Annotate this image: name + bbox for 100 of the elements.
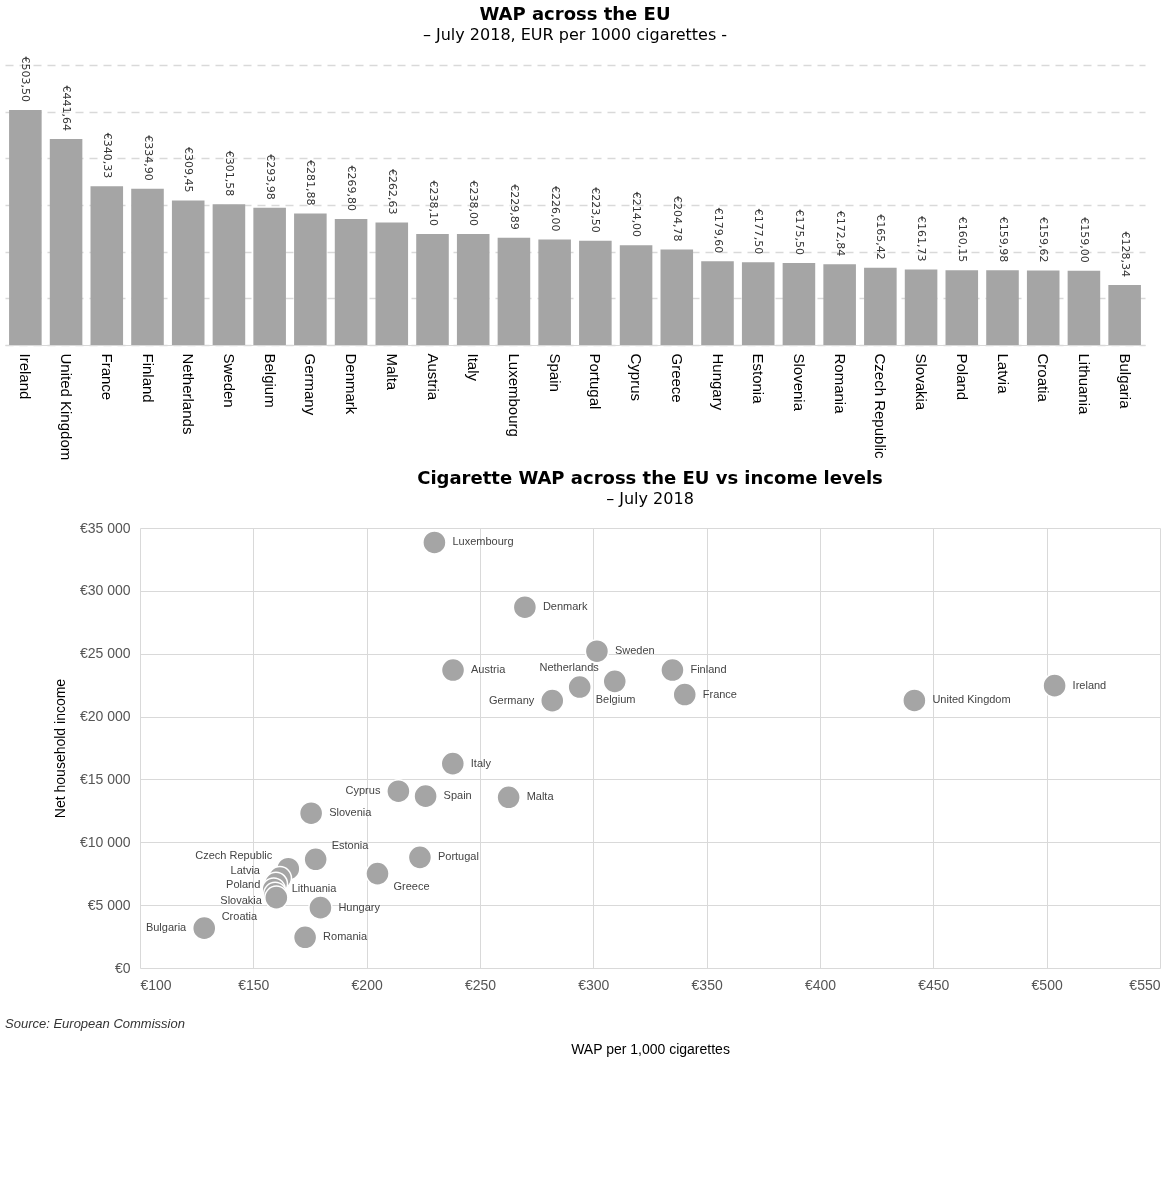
data-label: €165,42: [874, 214, 888, 260]
y-tick-label: €30 000: [79, 582, 131, 599]
annotation: United Kingdom: [932, 693, 1011, 706]
x-tick-label: United Kingdom: [58, 353, 76, 461]
point: [365, 861, 390, 886]
x-tick-label: Romania: [831, 353, 849, 415]
x-tick-label: Belgium: [261, 353, 279, 408]
point: [303, 846, 328, 872]
x-tick-label: Latvia: [994, 353, 1012, 395]
point: [292, 925, 318, 950]
y-tick-label: €20 000: [79, 708, 131, 725]
point: [902, 688, 927, 713]
data-label: €159,62: [1037, 217, 1051, 263]
annotation: Luxembourg: [452, 535, 514, 548]
data-label: €309,45: [182, 147, 196, 193]
x-tick-label: €550: [1129, 976, 1161, 993]
x-tick-label: Lithuania: [1075, 353, 1093, 416]
bar: [904, 269, 938, 345]
annotation: Slovenia: [329, 806, 373, 819]
annotation: Portugal: [437, 850, 479, 863]
annotation: Croatia: [221, 909, 259, 922]
point: [191, 915, 217, 941]
annotation: Cyprus: [345, 784, 381, 797]
bar: [1108, 285, 1141, 345]
data-label: €159,98: [996, 216, 1010, 263]
bar: [986, 270, 1019, 345]
chart-subtitle: – July 2018: [606, 489, 694, 508]
annotation: Bulgaria: [145, 921, 188, 934]
annotation: Hungary: [338, 900, 381, 913]
data-label: €441,64: [60, 85, 74, 131]
data-label: €172,84: [833, 210, 847, 257]
data-label: €175,50: [792, 209, 806, 256]
annotation: Lithuania: [291, 882, 338, 895]
annotation: Denmark: [542, 600, 588, 613]
point: [308, 895, 333, 920]
bar: [497, 237, 531, 345]
point: [584, 638, 610, 664]
data-label: €503,50: [19, 56, 33, 103]
x-tick-label: Malta: [383, 353, 401, 391]
data-label: €226,00: [548, 186, 562, 232]
data-label: €262,63: [385, 168, 399, 215]
data-label: €238,00: [467, 180, 481, 226]
x-tick-label: Czech Republic: [872, 353, 890, 460]
x-tick-label: €150: [238, 976, 270, 993]
source-note: Source: European Commission: [5, 1016, 185, 1031]
data-label: €223,50: [589, 187, 603, 233]
data-label: €159,00: [1077, 217, 1091, 263]
data-label: €160,15: [955, 216, 969, 263]
annotation: Slovakia: [220, 894, 263, 907]
point: [440, 657, 466, 683]
point: [413, 783, 438, 809]
x-tick-label: €350: [691, 976, 723, 993]
bar: [660, 249, 694, 345]
x-tick-label: €500: [1031, 976, 1063, 993]
annotation: Spain: [443, 789, 472, 802]
annotation: Netherlands: [539, 661, 600, 674]
data-label: €293,98: [263, 154, 277, 200]
bar: [1026, 270, 1060, 345]
data-label: €179,60: [711, 207, 725, 254]
annotation: Czech Republic: [195, 848, 273, 861]
data-label: €269,80: [345, 165, 359, 212]
x-tick-label: Portugal: [587, 353, 605, 410]
point: [422, 530, 447, 555]
x-tick-label: €250: [464, 976, 497, 993]
x-axis-title: WAP per 1,000 cigarettes: [571, 1040, 730, 1057]
x-tick-label: Austria: [424, 353, 442, 401]
x-tick-label: Estonia: [750, 353, 768, 405]
bar: [253, 207, 286, 345]
bar: [131, 188, 164, 345]
x-tick-label: Germany: [302, 353, 320, 416]
data-label: €214,00: [630, 191, 644, 238]
x-tick-label: Netherlands: [180, 353, 198, 435]
data-label: €204,78: [670, 195, 684, 242]
y-tick-label: €35 000: [79, 519, 131, 536]
bar: [579, 240, 612, 345]
bar: [456, 233, 490, 345]
point: [496, 785, 521, 810]
data-label: €281,88: [304, 159, 318, 206]
bar: [1067, 270, 1101, 345]
data-label: €177,50: [752, 208, 766, 255]
point: [539, 688, 565, 713]
annotation: France: [702, 687, 737, 700]
annotation: Austria: [471, 663, 507, 676]
bar: [945, 270, 979, 345]
x-tick-label: Bulgaria: [1116, 353, 1134, 410]
bar: [823, 264, 856, 345]
bar: [416, 233, 449, 345]
x-tick-label: Denmark: [343, 353, 361, 415]
x-tick-label: €100: [140, 976, 172, 993]
bar: [864, 267, 897, 345]
bar: [294, 213, 327, 345]
data-label: €161,73: [915, 216, 929, 262]
bar: [538, 239, 571, 345]
x-tick-label: Slovenia: [790, 353, 808, 412]
annotation: Greece: [393, 879, 430, 892]
chart-subtitle: – July 2018, EUR per 1000 cigarettes -: [422, 24, 728, 44]
annotation: Ireland: [1072, 678, 1107, 691]
x-tick-label: Finland: [139, 353, 157, 403]
x-tick-label: Sweden: [220, 353, 238, 408]
x-tick-label: €450: [918, 976, 950, 993]
